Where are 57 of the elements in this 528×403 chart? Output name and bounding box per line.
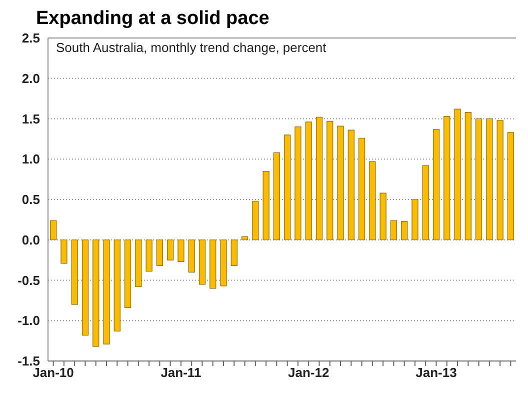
bar (198, 240, 206, 285)
bar (60, 240, 68, 264)
bar (326, 120, 334, 240)
bar (103, 240, 110, 344)
chart-subtitle: South Australia, monthly trend change, percent (56, 40, 326, 55)
bar (284, 134, 291, 240)
bar (337, 126, 344, 240)
y-tick-label: 2.0 (22, 70, 40, 86)
bar (273, 152, 280, 240)
bar (464, 112, 472, 240)
y-tick-label: -1.0 (18, 313, 40, 328)
y-tick-label: 0.5 (22, 192, 40, 208)
bar (135, 240, 142, 288)
bar (230, 240, 238, 266)
bar (92, 240, 100, 347)
bar (114, 240, 120, 332)
bar (294, 126, 302, 240)
bar (444, 116, 450, 240)
bar (358, 138, 366, 240)
bar (82, 240, 89, 336)
y-tick-label: 0.0 (22, 232, 40, 248)
bar (71, 240, 78, 305)
bar (390, 220, 398, 240)
bar (412, 199, 418, 240)
bar (146, 240, 152, 272)
bar (422, 165, 429, 240)
bar (401, 221, 408, 240)
y-tick-label: 1.5 (22, 111, 40, 126)
bar (167, 240, 174, 260)
bar (210, 240, 216, 289)
y-tick-label: 1.0 (22, 152, 40, 167)
bar (348, 130, 354, 240)
x-tick-label: Jan-12 (288, 365, 330, 380)
x-tick-label: Jan-11 (160, 365, 202, 380)
bar (369, 161, 376, 240)
bar (262, 170, 270, 240)
bar (496, 120, 504, 240)
bar (305, 122, 312, 240)
bar (178, 240, 184, 262)
y-tick-label: -0.5 (18, 272, 40, 288)
bar (220, 240, 227, 286)
bar (241, 236, 248, 240)
bar (316, 116, 323, 240)
bar (156, 240, 164, 266)
bar (432, 128, 440, 240)
bar (454, 108, 461, 240)
bar (486, 118, 493, 240)
bar (124, 240, 132, 308)
bar (252, 200, 259, 240)
bar (380, 192, 386, 240)
x-tick-label: Jan-13 (416, 365, 457, 380)
bar (475, 118, 482, 240)
bar (507, 132, 514, 240)
bar (50, 220, 57, 240)
chart-title: Expanding at a solid pace (36, 8, 270, 31)
y-tick-label: 2.5 (22, 30, 40, 46)
bar (188, 240, 195, 272)
